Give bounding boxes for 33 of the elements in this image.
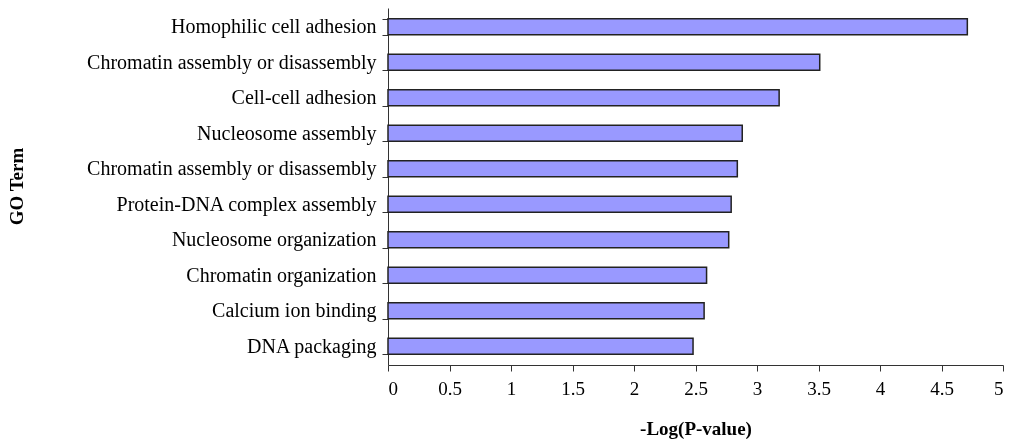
y-tick-label: Calcium ion binding <box>212 299 377 323</box>
bar <box>387 160 739 178</box>
y-tick-label: Chromatin assembly or disassembly <box>87 50 377 74</box>
y-tick-label: DNA packaging <box>247 334 377 358</box>
bar <box>387 124 743 142</box>
y-tick-label: Nucleosome assembly <box>197 121 377 145</box>
y-axis-title: GO Term <box>5 147 27 226</box>
bar <box>387 88 780 107</box>
x-tick-label: 5 <box>994 377 1004 399</box>
y-tick-label: Cell-cell adhesion <box>231 86 377 109</box>
x-tick-label: 0.5 <box>438 377 462 399</box>
y-tick-label: Chromatin organization <box>186 263 377 287</box>
bar <box>387 266 708 285</box>
x-tick-label: 3.5 <box>807 377 831 399</box>
x-tick-label: 4.5 <box>930 377 954 399</box>
x-axis-title: -Log(P-value) <box>640 417 752 440</box>
x-tick-label: 2.5 <box>684 377 708 399</box>
bar <box>387 53 821 71</box>
y-tick-label: Chromatin assembly or disassembly <box>87 157 377 181</box>
y-tick-label: Protein-DNA complex assembly <box>116 192 377 216</box>
x-tick-label: 4 <box>875 377 886 399</box>
y-tick-label: Nucleosome organization <box>171 228 377 252</box>
y-tick-label: Homophilic cell adhesion <box>170 15 377 39</box>
x-tick-label: 2 <box>629 377 640 399</box>
x-tick-label: 1 <box>506 377 517 399</box>
bar <box>387 302 705 320</box>
x-tick-label: 3 <box>752 377 763 399</box>
bar <box>387 17 969 36</box>
x-tick-label: 0 <box>388 377 398 399</box>
x-tick-label: 1.5 <box>561 377 585 399</box>
bar <box>387 231 730 249</box>
bar <box>387 195 732 213</box>
bar <box>387 337 694 356</box>
